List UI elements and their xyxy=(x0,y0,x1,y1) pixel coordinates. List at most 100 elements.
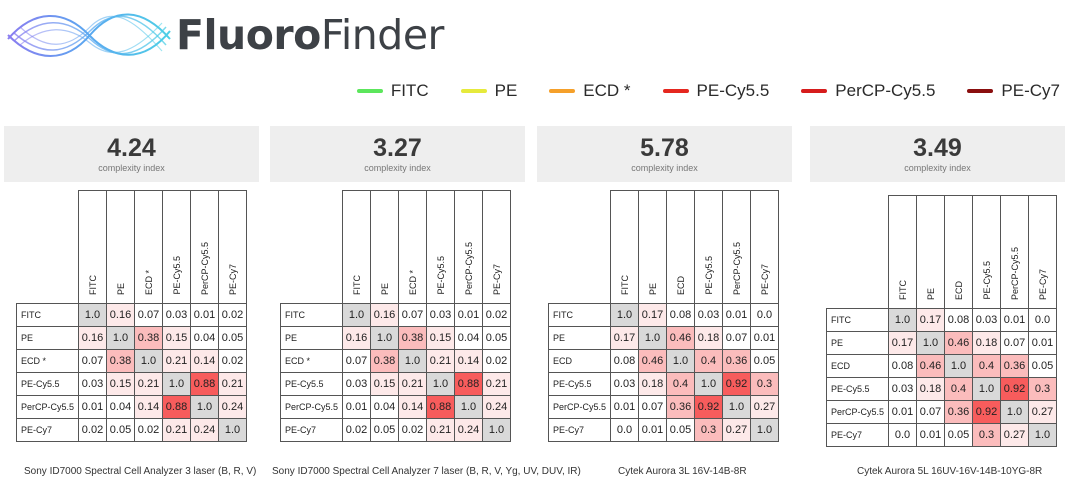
matrix-cell: 0.01 xyxy=(888,400,918,424)
matrix-cell: 0.92 xyxy=(1000,377,1030,401)
matrix-column-header: PE xyxy=(106,190,136,304)
matrix-corner xyxy=(549,191,611,304)
matrix-row-label: PerCP-Cy5.5 xyxy=(15,395,80,419)
matrix-cell: 0.27 xyxy=(722,418,752,442)
matrix-cell: 0.02 xyxy=(398,418,428,442)
legend-item[interactable]: FITC xyxy=(356,81,429,101)
matrix-cell: 0.24 xyxy=(454,418,484,442)
legend-swatch xyxy=(662,89,689,93)
matrix-cell: 0.18 xyxy=(972,331,1002,355)
fluorofinder-logo[interactable]: FluoroFinder xyxy=(4,4,444,66)
matrix-column-header: PE-Cy5.5 xyxy=(162,190,192,304)
matrix-cell: 0.15 xyxy=(106,372,136,396)
matrix-cell: 0.01 xyxy=(750,326,780,350)
matrix-cell: 0.38 xyxy=(398,326,428,350)
matrix-cell: 1.0 xyxy=(1000,400,1030,424)
matrix-cell: 0.46 xyxy=(944,331,974,355)
matrix-cell: 0.36 xyxy=(666,395,696,419)
matrix-corner xyxy=(17,191,79,304)
matrix-row: PerCP-Cy5.5 0.01 0.07 0.36 0.92 1.0 0.27 xyxy=(547,395,780,419)
matrix-column-label: PerCP-Cy5.5 xyxy=(731,241,742,295)
matrix-cell: 0.21 xyxy=(426,418,456,442)
matrix-cell: 1.0 xyxy=(162,372,192,396)
matrix-cell: 0.92 xyxy=(722,372,752,396)
matrix-row-label: PE-Cy7 xyxy=(825,423,890,447)
matrix-cell: 0.04 xyxy=(454,326,484,350)
matrix-row: PE 0.17 1.0 0.46 0.18 0.07 0.01 xyxy=(825,331,1058,355)
complexity-index-card: 3.49 complexity index xyxy=(810,126,1065,182)
matrix-column-label: FITC xyxy=(897,280,908,300)
matrix-cell: 0.05 xyxy=(370,418,400,442)
matrix-cell: 0.01 xyxy=(610,395,640,419)
matrix-cell: 0.07 xyxy=(134,303,164,327)
matrix-row-label: PE-Cy5.5 xyxy=(15,372,80,396)
legend-item[interactable]: PE-Cy7 xyxy=(967,81,1060,101)
matrix-column-header: PerCP-Cy5.5 xyxy=(1000,195,1030,309)
matrix-cell: 0.0 xyxy=(888,423,918,447)
matrix-row-label: PE-Cy7 xyxy=(547,418,612,442)
matrix-row-label: PerCP-Cy5.5 xyxy=(825,400,890,424)
matrix-cell: 0.17 xyxy=(638,303,668,327)
complexity-index-label: complexity index xyxy=(904,163,971,173)
complexity-index-label: complexity index xyxy=(364,163,431,173)
matrix-cell: 0.4 xyxy=(944,377,974,401)
matrix-column-label: FITC xyxy=(351,275,362,295)
complexity-index-card: 3.27 complexity index xyxy=(270,126,525,182)
matrix-row: PE 0.17 1.0 0.46 0.18 0.07 0.01 xyxy=(547,326,780,350)
matrix-cell: 0.02 xyxy=(482,349,512,373)
matrix-cell: 0.46 xyxy=(666,326,696,350)
matrix-cell: 0.01 xyxy=(916,423,946,447)
matrix-row: PE-Cy5.5 0.03 0.15 0.21 1.0 0.88 0.21 xyxy=(15,372,248,396)
matrix-cell: 0.03 xyxy=(78,372,108,396)
matrix-row-label: PE xyxy=(279,326,344,350)
matrix-cell: 1.0 xyxy=(666,349,696,373)
matrix-cell: 1.0 xyxy=(972,377,1002,401)
legend-item[interactable]: ECD * xyxy=(549,81,631,101)
legend-item[interactable]: PerCP-Cy5.5 xyxy=(801,81,935,101)
matrix-cell: 0.88 xyxy=(426,395,456,419)
matrix-row: PerCP-Cy5.5 0.01 0.07 0.36 0.92 1.0 0.27 xyxy=(825,400,1058,424)
matrix-cell: 0.21 xyxy=(218,372,248,396)
legend-swatch xyxy=(549,89,576,93)
legend-item[interactable]: PE-Cy5.5 xyxy=(662,81,770,101)
matrix-corner xyxy=(827,196,889,309)
matrix-cell: 0.07 xyxy=(398,303,428,327)
matrix-row: ECD 0.08 0.46 1.0 0.4 0.36 0.05 xyxy=(547,349,780,373)
complexity-index-label: complexity index xyxy=(631,163,698,173)
matrix-cell: 0.05 xyxy=(944,423,974,447)
legend-label: PE xyxy=(494,81,518,100)
matrix-cell: 0.4 xyxy=(972,354,1002,378)
matrix-column-label: ECD * xyxy=(143,269,154,295)
matrix-column-label: FITC xyxy=(87,275,98,295)
matrix-cell: 0.21 xyxy=(426,349,456,373)
matrix-cell: 0.38 xyxy=(134,326,164,350)
matrix-row-label: PE-Cy7 xyxy=(279,418,344,442)
matrix-column-label: PE xyxy=(925,287,936,300)
legend-label: PE-Cy5.5 xyxy=(696,81,770,100)
wave-swirl-icon xyxy=(4,5,174,65)
matrix-column-header: FITC xyxy=(342,190,372,304)
matrix-cell: 1.0 xyxy=(454,395,484,419)
matrix-row-label: FITC xyxy=(279,303,344,327)
matrix-cell: 0.02 xyxy=(342,418,372,442)
matrix-cell: 0.05 xyxy=(218,326,248,350)
matrix-cell: 0.02 xyxy=(218,303,248,327)
matrix-column-header: FITC xyxy=(610,190,640,304)
matrix-column-header: PE-Cy7 xyxy=(482,190,512,304)
matrix-column-header: ECD xyxy=(944,195,974,309)
matrix-cell: 1.0 xyxy=(78,303,108,327)
legend-item[interactable]: PE xyxy=(460,81,518,101)
complexity-index-value: 5.78 xyxy=(640,134,689,162)
matrix-row-label: PE-Cy5.5 xyxy=(279,372,344,396)
matrix-cell: 1.0 xyxy=(694,372,724,396)
instrument-caption: Sony ID7000 Spectral Cell Analyzer 3 las… xyxy=(24,466,257,477)
matrix-column-label: PE-Cy7 xyxy=(759,263,770,295)
spillover-matrix: FITC PE ECD * PE-Cy5.5 PerCP-Cy5.5 PE-Cy7 FITC… xyxy=(15,190,248,442)
matrix-cell: 0.0 xyxy=(1028,308,1058,332)
matrix-cell: 0.17 xyxy=(916,308,946,332)
matrix-cell: 0.3 xyxy=(1028,377,1058,401)
matrix-cell: 1.0 xyxy=(370,326,400,350)
legend-label: FITC xyxy=(390,81,429,100)
matrix-cell: 0.92 xyxy=(694,395,724,419)
matrix-cell: 0.05 xyxy=(106,418,136,442)
